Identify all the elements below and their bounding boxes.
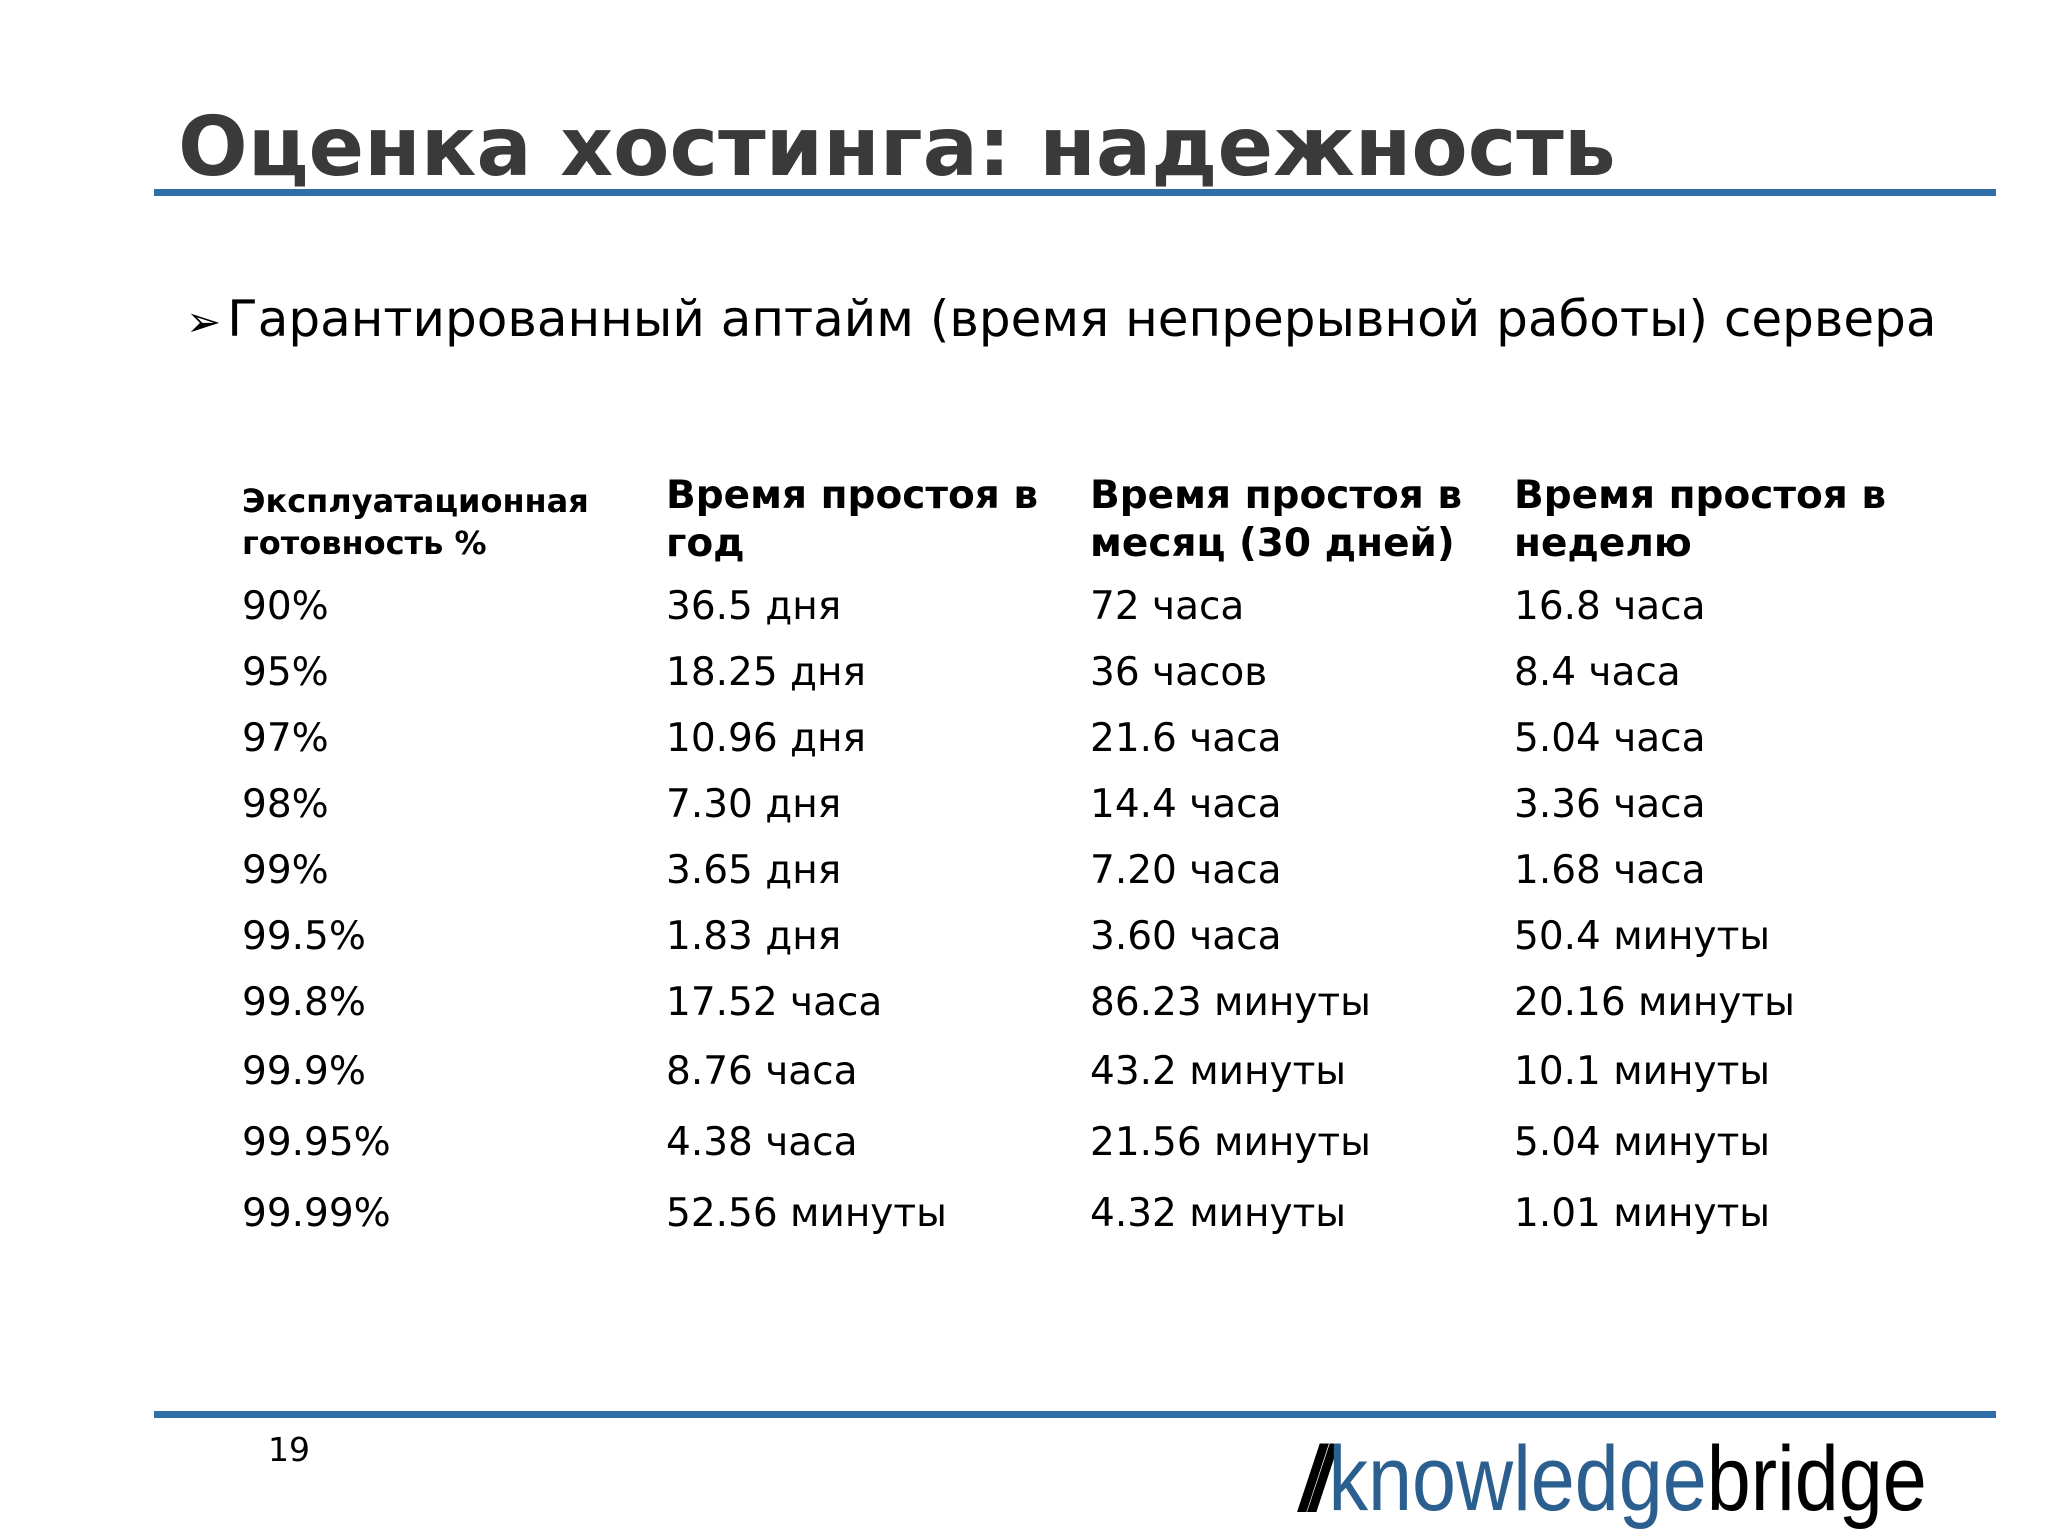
cell-year: 18.25 дня xyxy=(666,650,866,695)
page-number: 19 xyxy=(268,1430,310,1469)
header-downtime-year: Время простоя в год xyxy=(666,472,1090,568)
uptime-table-container: Эксплуатационная готовность % Время прос… xyxy=(242,472,1934,1249)
slide-title: Оценка хостинга: надежность xyxy=(178,100,1616,195)
logo-slashes: // xyxy=(1300,1428,1332,1530)
cell-availability: 99.5% xyxy=(242,914,366,959)
table-header-row: Эксплуатационная готовность % Время прос… xyxy=(242,472,1934,568)
cell-availability: 99.95% xyxy=(242,1120,391,1165)
cell-availability: 99% xyxy=(242,848,329,893)
table-row: 98% 7.30 дня 14.4 часа 3.36 часа xyxy=(242,772,1934,838)
cell-year: 3.65 дня xyxy=(666,848,842,893)
cell-week: 50.4 минуты xyxy=(1514,914,1771,959)
cell-month: 3.60 часа xyxy=(1090,914,1282,959)
cell-week: 20.16 минуты xyxy=(1514,980,1795,1025)
cell-year: 4.38 часа xyxy=(666,1120,858,1165)
table-row: 99.95% 4.38 часа 21.56 минуты 5.04 минут… xyxy=(242,1107,1934,1178)
header-availability-text: Эксплуатационная готовность % xyxy=(242,482,589,562)
header-downtime-month: Время простоя в месяц (30 дней) xyxy=(1090,472,1514,568)
cell-year: 8.76 часа xyxy=(666,1049,858,1094)
cell-month: 43.2 минуты xyxy=(1090,1049,1347,1094)
header-availability: Эксплуатационная готовность % xyxy=(242,472,666,568)
header-downtime-week: Время простоя в неделю xyxy=(1514,472,1934,568)
cell-year: 7.30 дня xyxy=(666,782,842,827)
uptime-table: Эксплуатационная готовность % Время прос… xyxy=(242,472,1934,1249)
cell-year: 52.56 минуты xyxy=(666,1191,947,1236)
cell-week: 1.68 часа xyxy=(1514,848,1706,893)
bullet-point: ➢ Гарантированный аптайм (время непрерывн… xyxy=(186,288,1936,353)
logo-bridge: bridge xyxy=(1706,1428,1927,1530)
table-row: 99.99% 52.56 минуты 4.32 минуты 1.01 мин… xyxy=(242,1178,1934,1249)
header-downtime-year-text: Время простоя в год xyxy=(666,473,1039,566)
cell-week: 5.04 минуты xyxy=(1514,1120,1771,1165)
table-row: 99.9% 8.76 часа 43.2 минуты 10.1 минуты xyxy=(242,1036,1934,1107)
cell-year: 10.96 дня xyxy=(666,716,866,761)
header-downtime-month-text: Время простоя в месяц (30 дней) xyxy=(1090,473,1463,566)
cell-year: 36.5 дня xyxy=(666,584,842,629)
cell-availability: 99.99% xyxy=(242,1191,391,1236)
cell-week: 3.36 часа xyxy=(1514,782,1706,827)
cell-availability: 90% xyxy=(242,584,329,629)
table-row: 99% 3.65 дня 7.20 часа 1.68 часа xyxy=(242,838,1934,904)
cell-availability: 99.9% xyxy=(242,1049,366,1094)
arrow-bullet-icon: ➢ xyxy=(186,297,222,346)
knowledgebridge-logo: //knowledgebridge xyxy=(1300,1424,1927,1534)
cell-month: 21.56 минуты xyxy=(1090,1120,1371,1165)
cell-month: 86.23 минуты xyxy=(1090,980,1371,1025)
cell-month: 7.20 часа xyxy=(1090,848,1282,893)
cell-month: 4.32 минуты xyxy=(1090,1191,1347,1236)
table-row: 95% 18.25 дня 36 часов 8.4 часа xyxy=(242,640,1934,706)
bullet-text: Гарантированный аптайм (время непрерывно… xyxy=(227,290,1937,348)
table-row: 99.5% 1.83 дня 3.60 часа 50.4 минуты xyxy=(242,904,1934,970)
table-row: 99.8% 17.52 часа 86.23 минуты 20.16 мину… xyxy=(242,970,1934,1036)
cell-week: 5.04 часа xyxy=(1514,716,1706,761)
table-row: 90% 36.5 дня 72 часа 16.8 часа xyxy=(242,568,1934,640)
cell-year: 1.83 дня xyxy=(666,914,842,959)
logo-knowledge: knowledge xyxy=(1328,1428,1707,1530)
cell-availability: 95% xyxy=(242,650,329,695)
cell-week: 16.8 часа xyxy=(1514,584,1706,629)
cell-week: 8.4 часа xyxy=(1514,650,1681,695)
cell-week: 10.1 минуты xyxy=(1514,1049,1771,1094)
cell-week: 1.01 минуты xyxy=(1514,1191,1771,1236)
cell-month: 14.4 часа xyxy=(1090,782,1282,827)
table-row: 97% 10.96 дня 21.6 часа 5.04 часа xyxy=(242,706,1934,772)
cell-availability: 97% xyxy=(242,716,329,761)
cell-availability: 99.8% xyxy=(242,980,366,1025)
cell-month: 21.6 часа xyxy=(1090,716,1282,761)
cell-month: 72 часа xyxy=(1090,584,1245,629)
title-divider xyxy=(154,189,1996,196)
cell-availability: 98% xyxy=(242,782,329,827)
footer-divider xyxy=(154,1411,1996,1418)
cell-month: 36 часов xyxy=(1090,650,1268,695)
header-downtime-week-text: Время простоя в неделю xyxy=(1514,473,1887,566)
cell-year: 17.52 часа xyxy=(666,980,883,1025)
